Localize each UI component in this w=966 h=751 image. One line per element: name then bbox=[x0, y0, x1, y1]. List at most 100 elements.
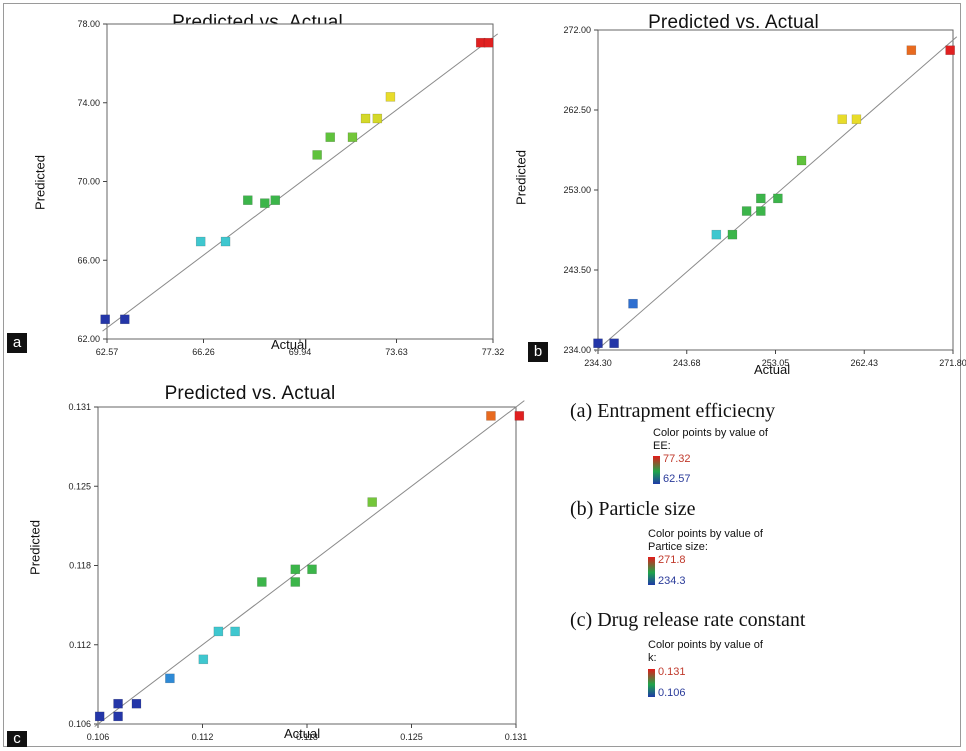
fit-line-c bbox=[94, 400, 525, 727]
data-point-b bbox=[711, 229, 722, 240]
data-point-c bbox=[257, 577, 267, 587]
data-point-a bbox=[100, 314, 110, 325]
legend-heading-c: (c) Drug release rate constant bbox=[570, 609, 806, 631]
y-tick-label-c: 0.118 bbox=[69, 561, 91, 571]
y-tick-label-b: 243.50 bbox=[563, 265, 591, 275]
legend-heading-b: (b) Particle size bbox=[570, 498, 696, 520]
legend-high-a: 77.32 bbox=[663, 453, 691, 465]
legend-colorbar-a bbox=[653, 456, 660, 484]
data-point-c bbox=[307, 564, 317, 575]
data-point-c bbox=[198, 654, 209, 665]
chart-title-b: Predicted vs. Actual bbox=[648, 12, 819, 33]
x-tick-label-b: 243.68 bbox=[673, 358, 701, 368]
data-point-c bbox=[486, 411, 496, 421]
chart-panel-b: Predicted vs. Actual Predicted Actual 23… bbox=[506, 12, 966, 382]
plot-b: 234.30 243.68 253.05 262.43 271.80 234.00 243.… bbox=[563, 25, 966, 368]
legend-colorbar-c bbox=[648, 669, 655, 697]
data-point-a bbox=[312, 150, 322, 160]
y-tick-label-c: 0.112 bbox=[69, 640, 91, 650]
data-point-b bbox=[906, 45, 917, 55]
y-tick-label-a: 62.00 bbox=[77, 334, 100, 344]
x-tick-label-a: 73.63 bbox=[385, 347, 408, 357]
x-tick-label-c: 0.112 bbox=[192, 732, 214, 742]
data-point-b bbox=[851, 114, 862, 125]
legend-caption-b-line1: Color points by value of bbox=[648, 528, 763, 540]
data-point-a bbox=[347, 132, 358, 142]
x-tick-label-a: 77.32 bbox=[482, 347, 505, 357]
x-tick-label-c: 0.125 bbox=[400, 732, 423, 742]
data-point-c bbox=[290, 577, 301, 587]
data-point-a bbox=[385, 92, 396, 102]
data-point-c bbox=[213, 626, 224, 637]
data-point-b bbox=[837, 114, 847, 125]
panel-letter-b: b bbox=[528, 342, 548, 362]
data-point-a bbox=[372, 113, 383, 124]
data-point-a bbox=[195, 236, 206, 247]
x-tick-label-b: 253.05 bbox=[762, 358, 790, 368]
legend-caption-c-line1: Color points by value of bbox=[648, 639, 763, 651]
data-point-c bbox=[113, 698, 123, 709]
data-point-a bbox=[325, 132, 335, 142]
legend-low-c: 0.106 bbox=[658, 687, 686, 699]
x-tick-label-a: 62.57 bbox=[96, 347, 119, 357]
y-tick-label-a: 74.00 bbox=[77, 98, 100, 108]
legend-caption-b-line2: Partice size: bbox=[648, 541, 708, 553]
x-tick-label-b: 271.80 bbox=[939, 358, 966, 368]
y-tick-label-c: 0.106 bbox=[68, 719, 91, 729]
x-tick-label-c: 0.131 bbox=[505, 732, 528, 742]
x-axis-label-b: Actual bbox=[754, 362, 791, 377]
legend-high-c: 0.131 bbox=[658, 666, 686, 678]
data-point-b bbox=[741, 206, 752, 216]
data-point-a bbox=[220, 236, 231, 247]
data-point-c bbox=[514, 411, 525, 421]
data-point-a bbox=[243, 195, 253, 205]
chart-panel-c: Predicted vs. Actual Predicted Actual 0.… bbox=[10, 383, 530, 745]
legend-caption-b: Color points by value of Partice size: bbox=[648, 528, 763, 554]
legend-area: (a) Entrapment efficiecny Color points b… bbox=[560, 395, 960, 725]
data-point-c bbox=[113, 711, 123, 722]
data-point-c bbox=[94, 711, 105, 722]
y-tick-label-a: 78.00 bbox=[77, 19, 100, 29]
y-tick-label-c: 0.131 bbox=[68, 402, 91, 412]
chart-panel-a: Predicted vs. Actual Predicted Actual 62… bbox=[10, 12, 505, 357]
data-point-c bbox=[230, 626, 240, 637]
plot-area-b bbox=[597, 29, 954, 351]
y-tick-label-b: 262.50 bbox=[563, 105, 591, 115]
y-tick-label-a: 66.00 bbox=[77, 255, 100, 265]
y-tick-label-b: 234.00 bbox=[563, 345, 591, 355]
y-tick-label-b: 253.00 bbox=[563, 185, 591, 195]
y-tick-label-c: 0.125 bbox=[68, 481, 91, 491]
data-point-b bbox=[593, 338, 603, 349]
x-tick-label-c: 0.118 bbox=[296, 732, 318, 742]
legend-low-b: 234.3 bbox=[658, 575, 686, 587]
data-point-a bbox=[120, 314, 130, 325]
x-axis-label-a: Actual bbox=[271, 337, 308, 352]
y-tick-label-a: 70.00 bbox=[77, 177, 100, 187]
data-point-b bbox=[727, 229, 738, 240]
legend-caption-a: Color points by value of EE: bbox=[653, 427, 768, 453]
legend-caption-c-line2: k: bbox=[648, 652, 657, 664]
data-point-a bbox=[483, 37, 494, 48]
x-tick-label-b: 234.30 bbox=[584, 358, 612, 368]
legend-high-b: 271.8 bbox=[658, 554, 686, 566]
data-point-c bbox=[367, 497, 377, 507]
x-tick-label-a: 69.94 bbox=[289, 347, 312, 357]
y-tick-label-b: 272.00 bbox=[563, 25, 591, 35]
legend-heading-a: (a) Entrapment efficiecny bbox=[570, 400, 776, 422]
x-axis-label-c: Actual bbox=[284, 726, 321, 741]
x-tick-label-a: 66.26 bbox=[192, 347, 215, 357]
legend-low-a: 62.57 bbox=[663, 473, 691, 485]
data-point-a bbox=[360, 113, 371, 124]
fit-line-a bbox=[102, 33, 499, 332]
data-point-c bbox=[165, 673, 175, 684]
data-point-b bbox=[609, 338, 619, 349]
data-point-b bbox=[756, 206, 766, 216]
plot-a: 62.57 66.26 69.94 73.63 77.32 62.00 66.00 70.00… bbox=[77, 19, 505, 357]
data-point-c bbox=[290, 564, 301, 575]
data-point-b bbox=[945, 45, 955, 55]
x-tick-label-c: 0.106 bbox=[87, 732, 110, 742]
plot-area-a bbox=[106, 23, 494, 340]
data-point-c bbox=[131, 698, 142, 709]
panel-letter-c: c bbox=[7, 731, 27, 747]
data-point-a bbox=[270, 195, 281, 205]
